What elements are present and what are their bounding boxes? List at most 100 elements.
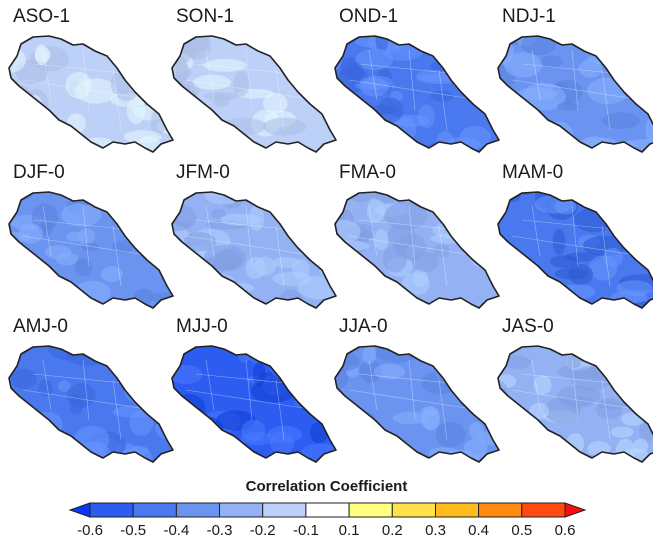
colorbar-tick-label: -0.5 <box>120 522 147 539</box>
region-map <box>171 191 337 309</box>
boundary-line <box>368 49 378 101</box>
boundary-line <box>185 79 317 101</box>
texture-patch <box>335 219 361 244</box>
texture-patch <box>112 240 134 254</box>
texture-patch <box>119 346 152 369</box>
texture-patch <box>9 192 33 201</box>
texture-patch <box>520 36 557 55</box>
texture-patch <box>335 424 371 450</box>
texture-patch <box>220 213 261 226</box>
texture-patch <box>498 36 509 44</box>
texture-patch <box>374 229 389 251</box>
texture-patch <box>211 208 226 219</box>
texture-patch <box>11 368 37 389</box>
boundary-line <box>82 49 90 111</box>
texture-patch <box>362 346 377 365</box>
texture-patch <box>646 96 653 110</box>
texture-patch <box>552 228 566 255</box>
texture-patch <box>9 263 20 273</box>
texture-patch <box>533 375 552 395</box>
texture-patch <box>172 257 200 275</box>
texture-patch <box>137 46 166 64</box>
map-panel: MAM-0 <box>492 162 653 317</box>
texture-patch <box>568 263 594 285</box>
region-map <box>334 35 500 153</box>
texture-patch <box>540 55 563 68</box>
boundary-line <box>408 205 416 267</box>
texture-patch <box>519 117 540 142</box>
texture-patch <box>3 186 33 191</box>
texture-patch <box>253 256 277 276</box>
texture-patch <box>270 144 290 152</box>
texture-patch <box>253 362 266 386</box>
texture-patch <box>44 245 72 260</box>
texture-patch <box>578 59 603 78</box>
texture-patch <box>31 411 63 438</box>
texture-patch <box>267 425 303 444</box>
texture-patch <box>375 346 419 363</box>
texture-patch <box>74 78 118 104</box>
texture-patch <box>498 443 512 462</box>
map-panel: OND-1 <box>329 6 500 161</box>
colorbar-tick-label: 0.3 <box>425 522 446 539</box>
texture-patch <box>192 74 232 90</box>
region-map <box>8 345 174 463</box>
region-map <box>497 35 653 153</box>
boundary-line <box>22 389 154 411</box>
texture-patch <box>418 104 435 129</box>
texture-patch <box>359 359 382 383</box>
boundary-line <box>32 219 134 231</box>
texture-patch <box>510 456 537 462</box>
texture-patch <box>172 108 194 136</box>
boundary-line <box>195 63 297 75</box>
colorbar-segment <box>262 502 307 518</box>
colorbar-arrow-low <box>68 502 91 518</box>
texture-patch <box>623 195 653 213</box>
boundary-line <box>42 49 52 101</box>
texture-patch <box>279 346 302 366</box>
texture-patch <box>124 379 155 404</box>
region-map <box>171 345 337 463</box>
region-map <box>3 186 174 309</box>
texture-patch <box>34 44 49 66</box>
boundary-line <box>245 359 253 421</box>
colorbar-segment <box>219 502 264 518</box>
boundary-line <box>601 69 611 131</box>
texture-patch <box>498 282 530 299</box>
texture-patch <box>9 107 23 135</box>
region-outline <box>171 35 337 153</box>
texture-patch <box>341 403 359 424</box>
boundary-line <box>521 373 623 385</box>
panel-label: DJF-0 <box>13 162 65 183</box>
texture-patch <box>9 346 17 364</box>
texture-patch <box>646 356 653 382</box>
colorbar-arrow-high <box>564 502 587 518</box>
region-map <box>334 345 500 463</box>
map-panel: JAS-0 <box>492 316 653 471</box>
texture-patch <box>130 210 150 236</box>
boundary-line <box>185 389 317 411</box>
texture-patch <box>335 143 346 152</box>
texture-patch <box>69 395 84 415</box>
texture-patch <box>504 355 531 369</box>
texture-patch <box>557 457 591 462</box>
texture-patch <box>81 242 100 252</box>
boundary-line <box>348 235 480 257</box>
texture-patch <box>381 142 403 152</box>
texture-patch <box>46 131 70 145</box>
texture-patch <box>377 97 404 123</box>
texture-patch <box>506 141 537 152</box>
texture-patch <box>240 450 262 462</box>
texture-patch <box>498 114 527 124</box>
texture-patch <box>415 456 436 462</box>
texture-patch <box>536 304 578 308</box>
texture-patch <box>587 37 627 52</box>
texture-patch <box>9 346 22 352</box>
texture-patch <box>9 274 30 284</box>
texture-patch <box>172 131 210 144</box>
texture-patch <box>87 200 131 209</box>
boundary-line <box>571 359 579 421</box>
texture-patch <box>392 411 428 425</box>
texture-patch <box>33 276 54 291</box>
texture-patch <box>9 268 26 295</box>
